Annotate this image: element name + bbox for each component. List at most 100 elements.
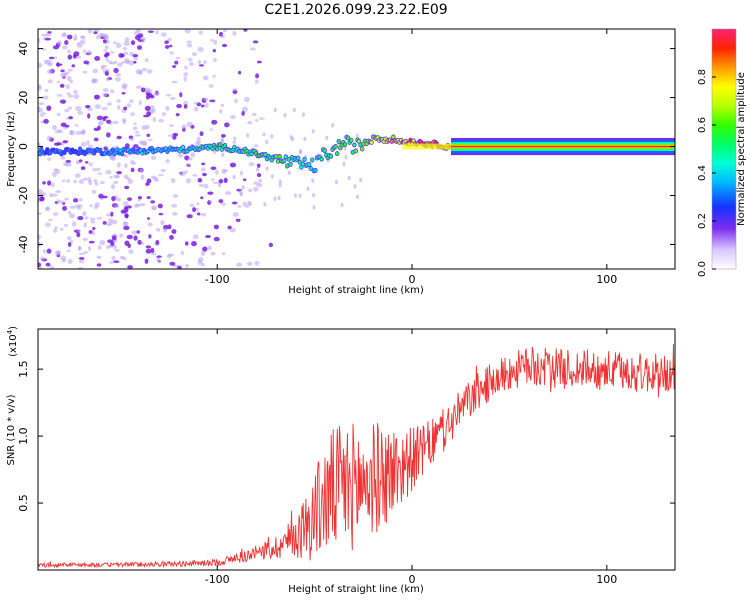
spectrogram-noise-cell — [258, 178, 262, 183]
spectrogram-noise-cell — [76, 43, 83, 48]
spectrogram-noise-cell — [256, 167, 260, 172]
spectrogram-noise-cell — [255, 73, 260, 79]
spectrogram-noise-cell — [120, 61, 125, 64]
spectrogram-noise-cell — [97, 121, 102, 127]
spectrogram-noise-cell — [183, 104, 188, 109]
spectrogram-y-tick-label: 40 — [17, 42, 30, 56]
spectrogram-noise-cell — [47, 62, 53, 65]
spectrogram-noise-cell — [129, 99, 134, 103]
spectrogram-noise-cell — [353, 184, 357, 189]
spectrogram-noise-cell — [192, 174, 198, 177]
spectrogram-noise-cell — [86, 50, 92, 55]
spectrogram-noise-cell — [114, 77, 121, 82]
spectrogram-noise-cell — [110, 184, 116, 190]
spectrogram-noise-cell — [57, 129, 64, 134]
spectrogram-noise-cell — [53, 168, 58, 172]
spectrogram-noise-cell — [103, 115, 109, 119]
spectrogram-noise-cell — [38, 84, 42, 89]
spectrogram-noise-cell — [140, 241, 145, 246]
spectrogram-noise-cell — [113, 67, 119, 74]
spectrogram-noise-cell — [144, 58, 149, 63]
colorbar-tick-label: 0.8 — [697, 69, 708, 85]
spectrogram-noise-cell — [270, 174, 274, 179]
spectrogram-noise-cell — [93, 78, 99, 83]
spectrogram-noise-cell — [140, 37, 146, 41]
spectrogram-noise-cell — [220, 202, 226, 206]
spectrogram-noise-cell — [123, 106, 128, 111]
spectrogram-noise-cell — [127, 265, 133, 269]
spectrogram-noise-cell — [97, 125, 101, 131]
spectrogram-y-tick-label: -40 — [17, 236, 30, 254]
spectrogram-noise-cell — [231, 201, 238, 205]
colorbar-tick-label: 0.4 — [697, 165, 708, 181]
spectrogram-noise-cell — [186, 121, 193, 127]
snr-x-tick-label: 100 — [596, 573, 617, 586]
spectrogram-noise-cell — [60, 72, 67, 78]
spectrogram-noise-cell — [221, 168, 227, 175]
spectrogram-noise-cell — [221, 252, 226, 256]
spectrogram-noise-cell — [126, 197, 133, 201]
spectrogram-noise-cell — [155, 240, 160, 246]
spectrogram-noise-cell — [139, 203, 146, 207]
spectrogram-noise-cell — [85, 104, 91, 109]
spectrogram-noise-cell — [105, 223, 112, 226]
spectrogram-noise-cell — [91, 190, 97, 195]
spectrogram-noise-cell — [80, 166, 86, 170]
spectrogram-noise-cell — [160, 168, 166, 173]
spectrogram-noise-cell — [210, 166, 217, 171]
spectrogram-noise-cell — [162, 228, 168, 233]
spectrogram-noise-cell — [121, 83, 128, 89]
spectrogram-noise-cell — [197, 59, 202, 65]
spectrogram-noise-cell — [84, 161, 89, 164]
spectrogram-noise-cell — [312, 193, 316, 198]
spectrogram-ridge-cell — [346, 136, 350, 140]
spectrogram-ridge-cell — [215, 147, 219, 151]
spectrogram-noise-cell — [90, 219, 96, 224]
spectrogram-noise-cell — [72, 198, 79, 203]
spectrogram-band — [450, 145, 675, 148]
spectrogram-ridge-cell — [288, 162, 292, 167]
spectrogram-noise-cell — [203, 60, 208, 64]
spectrogram-noise-cell — [49, 265, 55, 269]
spectrogram-noise-cell — [52, 45, 60, 50]
spectrogram-noise-cell — [185, 162, 191, 166]
spectrogram-noise-cell — [146, 196, 151, 200]
spectrogram-noise-cell — [144, 105, 151, 112]
chart-title: C2E1.2026.099.23.22.E09 — [264, 2, 447, 18]
spectrogram-noise-cell — [50, 182, 55, 187]
spectrogram-noise-cell — [122, 46, 128, 51]
spectrogram-noise-cell — [73, 89, 78, 95]
spectrogram-noise-cell — [126, 177, 131, 181]
spectrogram-noise-cell — [218, 199, 224, 204]
spectrogram-noise-cell — [66, 249, 71, 253]
spectrogram-noise-cell — [89, 217, 96, 221]
spectrogram-noise-cell — [177, 265, 182, 269]
spectrogram-noise-cell — [73, 51, 80, 57]
spectrogram-noise-cell — [124, 213, 129, 218]
spectrogram-ridge-cell — [357, 139, 361, 144]
spectrogram-noise-cell — [57, 40, 62, 46]
spectrogram-noise-cell — [179, 92, 183, 98]
spectrogram-noise-cell — [201, 162, 206, 166]
spectrogram-noise-cell — [115, 42, 122, 49]
spectrogram-noise-cell — [151, 205, 158, 211]
spectrogram-noise-cell — [165, 159, 170, 164]
colorbar-tick-label: 0.0 — [697, 261, 708, 277]
spectrogram-noise-cell — [131, 230, 137, 235]
snr-panel: -100 0 100 0.5 1.0 1.5 Height of straight li… — [6, 326, 676, 595]
spectrogram-noise-cell — [75, 204, 81, 208]
spectrogram-ridge-cell — [211, 147, 215, 151]
spectrogram-noise-cell — [38, 38, 41, 43]
spectrogram-noise-cell — [191, 240, 197, 247]
spectrogram-noise-cell — [67, 68, 73, 72]
spectrogram-noise-cell — [291, 136, 295, 142]
spectrogram-noise-cell — [75, 130, 82, 135]
spectrogram-noise-cell — [62, 206, 68, 211]
spectrogram-noise-cell — [52, 124, 57, 131]
spectrogram-noise-cell — [64, 108, 70, 113]
spectrogram-noise-cell — [123, 225, 130, 231]
spectrogram-noise-cell — [218, 182, 222, 188]
spectrogram-noise-cell — [263, 202, 267, 207]
spectrogram-noise-cell — [138, 100, 143, 106]
spectrogram-noise-cell — [196, 212, 201, 216]
